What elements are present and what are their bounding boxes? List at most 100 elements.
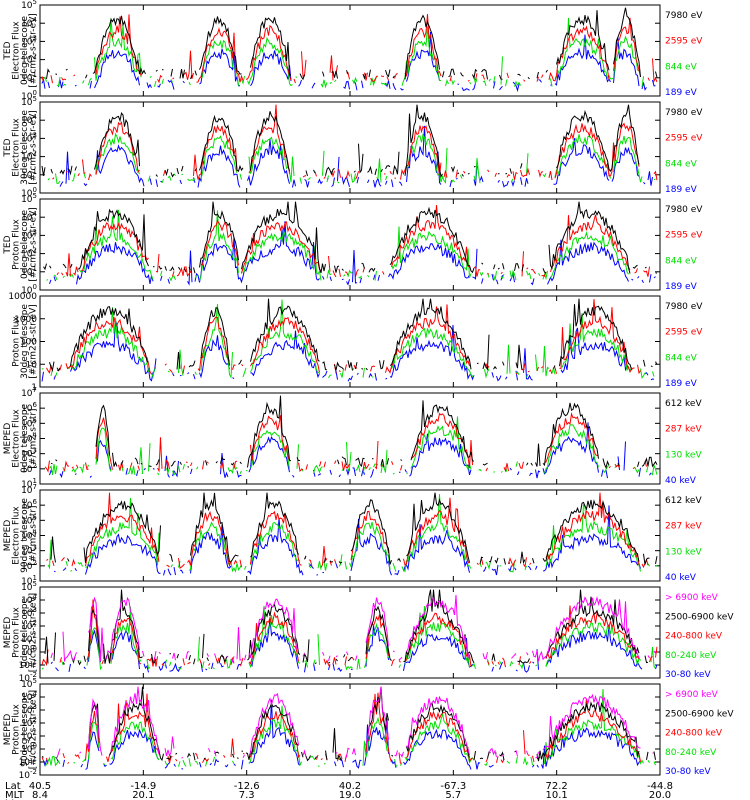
legend-entry: 80-240 keV xyxy=(665,748,717,758)
series-trace xyxy=(52,104,658,181)
legend-entry: 2595 eV xyxy=(665,37,703,47)
footer-mlt-value: 8.4 xyxy=(32,790,48,800)
y-axis-label-line: 90deg telescope xyxy=(20,692,30,767)
y-tick-label: 100 xyxy=(20,338,37,348)
panel-frame xyxy=(39,198,661,291)
series-trace xyxy=(50,594,656,663)
legend-entry: 2500-6900 keV xyxy=(665,612,734,622)
footer-lat-value: -12.6 xyxy=(234,781,260,792)
y-axis-label-line: MEPED xyxy=(3,617,13,649)
y-tick-label: 107 xyxy=(21,386,37,399)
y-axis-label-line: [#/cm2-s-str] xyxy=(29,408,39,468)
y-axis-label-line: TED xyxy=(3,235,13,254)
y-axis-label-line: 0deg telescope xyxy=(20,210,30,280)
series-trace xyxy=(47,132,656,184)
legend-entry: > 6900 keV xyxy=(665,593,719,603)
legend-entry: 7980 eV xyxy=(665,205,703,215)
footer-mlt-value: 7.3 xyxy=(239,790,255,800)
y-axis-label-line: [#/cm2-s-str-eV] xyxy=(29,110,39,185)
legend-entry: 7980 eV xyxy=(665,11,703,21)
y-axis-label-line: Proton Flux xyxy=(12,219,22,270)
legend-entry: 844 eV xyxy=(665,256,698,266)
y-axis-label-line: Electron Flux xyxy=(12,506,22,565)
legend-entry: 40 keV xyxy=(665,573,697,583)
legend-entry: 130 keV xyxy=(665,450,702,460)
series-trace xyxy=(41,686,656,762)
series-trace xyxy=(44,411,647,473)
y-tick-label: 1 xyxy=(31,383,37,393)
y-axis-label-line: [#/cm2-s-str-keV] xyxy=(29,593,39,672)
series-trace xyxy=(47,494,658,573)
legend-entry: 2500-6900 keV xyxy=(665,709,734,719)
series-trace xyxy=(41,599,658,668)
legend-entry: 7980 eV xyxy=(665,302,703,312)
footer-lat-value: 40.2 xyxy=(339,781,361,792)
legend-entry: 189 eV xyxy=(665,88,698,98)
y-axis-label-line: 30deg telescope xyxy=(20,110,30,185)
legend-entry: 2595 eV xyxy=(665,328,703,338)
series-trace xyxy=(50,395,658,470)
y-axis-label-line: [#/cm2-s-str] xyxy=(29,505,39,565)
series-trace xyxy=(42,693,657,764)
y-axis-label-line: MEPED xyxy=(3,423,13,455)
series-trace xyxy=(50,492,658,565)
series-trace xyxy=(41,299,655,379)
series-trace xyxy=(50,618,658,673)
series-trace xyxy=(43,201,658,274)
series-trace xyxy=(49,221,656,286)
y-axis-label-line: 0deg telescope xyxy=(20,598,30,668)
footer-mlt-value: 10.1 xyxy=(546,790,568,800)
footer-row-label: Lat xyxy=(5,781,21,792)
footer-mlt-value: 5.7 xyxy=(445,790,461,800)
footer-lat-value: 72.2 xyxy=(546,781,568,792)
legend-entry: 844 eV xyxy=(665,62,698,72)
y-axis-label-line: MEPED xyxy=(3,520,13,552)
y-axis-label-line: [#/cm2-s-str-keV] xyxy=(29,690,39,769)
legend-entry: 2595 eV xyxy=(665,231,703,241)
legend-entry: 844 eV xyxy=(665,353,698,363)
legend-entry: 189 eV xyxy=(665,185,698,195)
legend-entry: 240-800 keV xyxy=(665,729,723,739)
series-trace xyxy=(46,7,658,81)
footer-mlt-value: 20.1 xyxy=(132,790,154,800)
y-axis-label-line: [#/cm2-s-str-eV] xyxy=(29,13,39,88)
y-axis-label-line: TED xyxy=(3,138,13,157)
y-axis-label-line: [#/cm2-s-str-eV] xyxy=(29,207,39,282)
y-axis-label-line: Electron Flux xyxy=(12,118,22,177)
legend-entry: 40 keV xyxy=(665,476,697,486)
legend-entry: 240-800 keV xyxy=(665,632,723,642)
legend-entry: 130 keV xyxy=(665,547,702,557)
y-tick-label: 10000 xyxy=(8,292,37,302)
legend-entry: 612 keV xyxy=(665,496,702,506)
y-axis-label-line: Proton Flux xyxy=(12,316,22,367)
time-axis-footer: Lat 40.5 -14.9 -12.6 40.2 -67.3 72.2 -44.8 MLT 8.… xyxy=(5,781,673,800)
y-axis-label-line: 30deg telescope xyxy=(20,304,30,379)
y-axis-label-line: [#/cm2-s-str-eV] xyxy=(29,304,39,379)
legend-entry: 189 eV xyxy=(665,282,698,292)
series-trace xyxy=(57,205,654,277)
legend-entry: 30-80 keV xyxy=(665,670,711,680)
y-axis-label-line: TED xyxy=(3,41,13,60)
y-axis-label-line: 90deg telescope xyxy=(20,498,30,573)
legend-entry: 30-80 keV xyxy=(665,767,711,777)
legend-entry: > 6900 keV xyxy=(665,690,719,700)
y-axis-label-line: Electron Flux xyxy=(12,21,22,80)
footer-row-label: MLT xyxy=(5,790,25,800)
panel-frame xyxy=(39,683,661,776)
series-trace xyxy=(49,416,658,476)
footer-lat-value: -67.3 xyxy=(440,781,466,792)
y-tick-label: 105 xyxy=(21,0,37,11)
footer-lat-value: 40.5 xyxy=(29,781,51,792)
y-axis-label-line: Electron Flux xyxy=(12,409,22,468)
y-tick-label: 10 xyxy=(26,360,38,370)
y-axis-label-line: 0deg telescope xyxy=(20,404,30,474)
